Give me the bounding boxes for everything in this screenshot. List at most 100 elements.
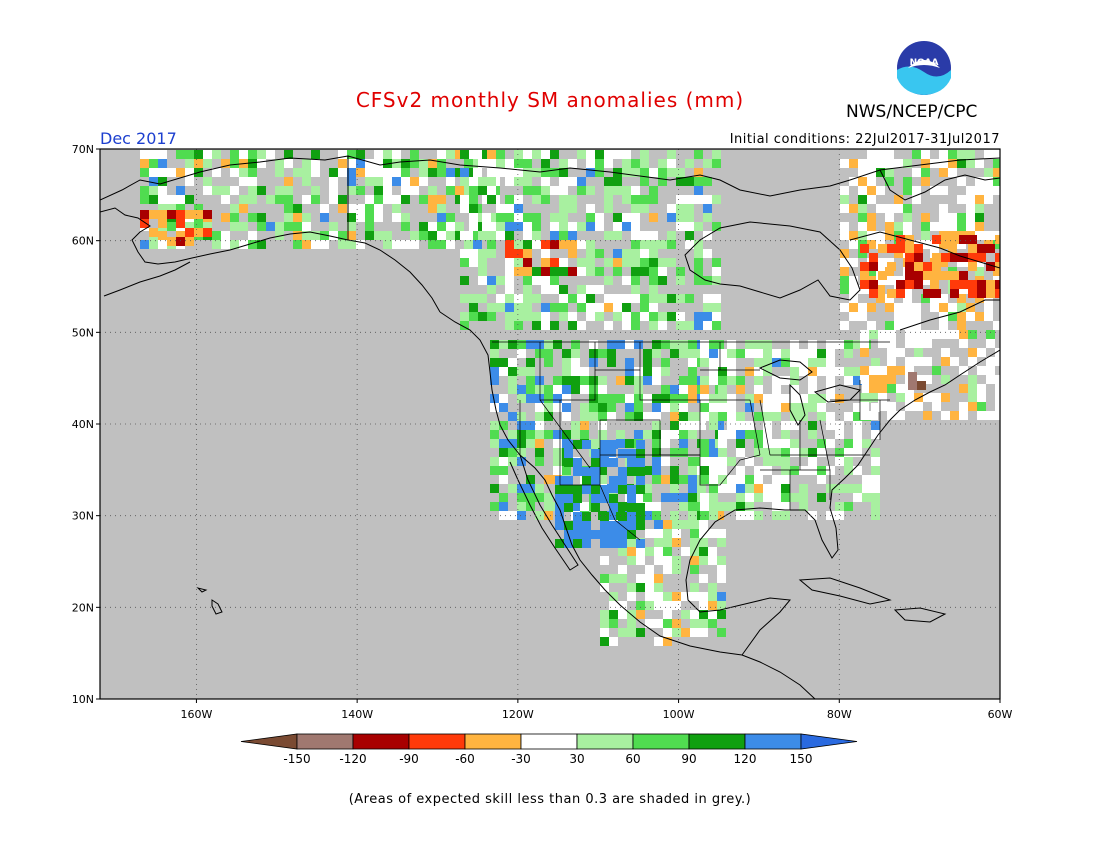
anomaly-cell xyxy=(636,476,645,485)
anomaly-cell xyxy=(690,529,699,538)
anomaly-cell xyxy=(613,150,622,159)
anomaly-cell xyxy=(643,466,652,475)
anomaly-cell xyxy=(817,394,826,403)
anomaly-cell xyxy=(736,439,745,448)
anomaly-cell xyxy=(894,159,903,168)
anomaly-cell xyxy=(876,204,885,213)
anomaly-cell xyxy=(887,289,896,298)
anomaly-cell xyxy=(347,186,356,195)
anomaly-cell xyxy=(903,303,912,312)
anomaly-cell xyxy=(568,159,577,168)
anomaly-cell xyxy=(727,403,736,412)
anomaly-cell xyxy=(284,150,293,159)
anomaly-cell xyxy=(703,312,712,321)
anomaly-cell xyxy=(661,493,670,502)
anomaly-cell xyxy=(858,186,867,195)
anomaly-cell xyxy=(604,159,613,168)
anomaly-cell xyxy=(968,384,977,393)
anomaly-cell xyxy=(941,253,950,262)
anomaly-cell xyxy=(194,204,203,213)
anomaly-cell xyxy=(482,177,491,186)
anomaly-cell xyxy=(718,475,727,484)
anomaly-cell xyxy=(860,330,869,339)
anomaly-cell xyxy=(688,466,697,475)
anomaly-cell xyxy=(975,204,984,213)
anomaly-cell xyxy=(700,412,709,421)
anomaly-cell xyxy=(428,204,437,213)
anomaly-cell xyxy=(706,439,715,448)
anomaly-cell xyxy=(995,348,1000,357)
anomaly-cell xyxy=(975,213,984,222)
anomaly-cell xyxy=(871,421,880,430)
anomaly-cell xyxy=(957,195,966,204)
anomaly-cell xyxy=(600,449,609,458)
anomaly-cell xyxy=(658,177,667,186)
anomaly-cell xyxy=(709,394,718,403)
anomaly-cell xyxy=(894,249,903,258)
anomaly-cell xyxy=(176,210,185,219)
anomaly-cell xyxy=(948,303,957,312)
svg-text:NOAA: NOAA xyxy=(910,58,939,68)
anomaly-cell xyxy=(709,448,718,457)
anomaly-cell xyxy=(248,177,257,186)
anomaly-cell xyxy=(600,458,609,467)
anomaly-cell xyxy=(663,565,672,574)
anomaly-cell xyxy=(514,222,523,231)
anomaly-cell xyxy=(505,249,514,258)
anomaly-cell xyxy=(694,276,703,285)
anomaly-cell xyxy=(600,521,609,530)
anomaly-cell xyxy=(618,610,627,619)
anomaly-cell xyxy=(690,628,699,637)
anomaly-cell xyxy=(487,177,496,186)
anomaly-cell xyxy=(469,303,478,312)
anomaly-cell xyxy=(685,222,694,231)
anomaly-cell xyxy=(374,204,383,213)
anomaly-cell xyxy=(392,168,401,177)
anomaly-cell xyxy=(634,403,643,412)
anomaly-cell xyxy=(622,168,631,177)
anomaly-cell xyxy=(410,240,419,249)
anomaly-cell xyxy=(941,393,950,402)
anomaly-cell xyxy=(679,340,688,349)
anomaly-cell xyxy=(185,159,194,168)
anomaly-cell xyxy=(496,276,505,285)
anomaly-cell xyxy=(640,240,649,249)
valid-month-label: Dec 2017 xyxy=(100,129,177,148)
anomaly-cell xyxy=(469,249,478,258)
anomaly-cell xyxy=(869,411,878,420)
anomaly-cell xyxy=(505,267,514,276)
anomaly-cell xyxy=(636,458,645,467)
anomaly-cell xyxy=(754,394,763,403)
anomaly-cell xyxy=(627,556,636,565)
anomaly-cell xyxy=(505,312,514,321)
anomaly-cell xyxy=(392,195,401,204)
anomaly-cell xyxy=(968,244,977,253)
anomaly-cell xyxy=(167,204,176,213)
anomaly-cell xyxy=(508,412,517,421)
anomaly-cell xyxy=(622,159,631,168)
anomaly-cell xyxy=(914,262,923,271)
anomaly-cell xyxy=(320,240,329,249)
anomaly-cell xyxy=(523,213,532,222)
anomaly-cell xyxy=(609,574,618,583)
anomaly-cell xyxy=(718,457,727,466)
anomaly-cell xyxy=(580,367,589,376)
anomaly-cell xyxy=(559,312,568,321)
anomaly-cell xyxy=(995,384,1000,393)
anomaly-cell xyxy=(986,280,995,289)
anomaly-cell xyxy=(808,421,817,430)
anomaly-cell xyxy=(736,502,745,511)
anomaly-cell xyxy=(544,493,553,502)
anomaly-cell xyxy=(374,195,383,204)
anomaly-cell xyxy=(876,285,885,294)
anomaly-cell xyxy=(505,294,514,303)
anomaly-cell xyxy=(849,312,858,321)
anomaly-cell xyxy=(618,547,627,556)
anomaly-cell xyxy=(663,610,672,619)
anomaly-cell xyxy=(826,385,835,394)
anomaly-cell xyxy=(140,159,149,168)
anomaly-cell xyxy=(932,271,941,280)
anomaly-cell xyxy=(508,430,517,439)
anomaly-cell xyxy=(571,349,580,358)
anomaly-cell xyxy=(930,240,939,249)
